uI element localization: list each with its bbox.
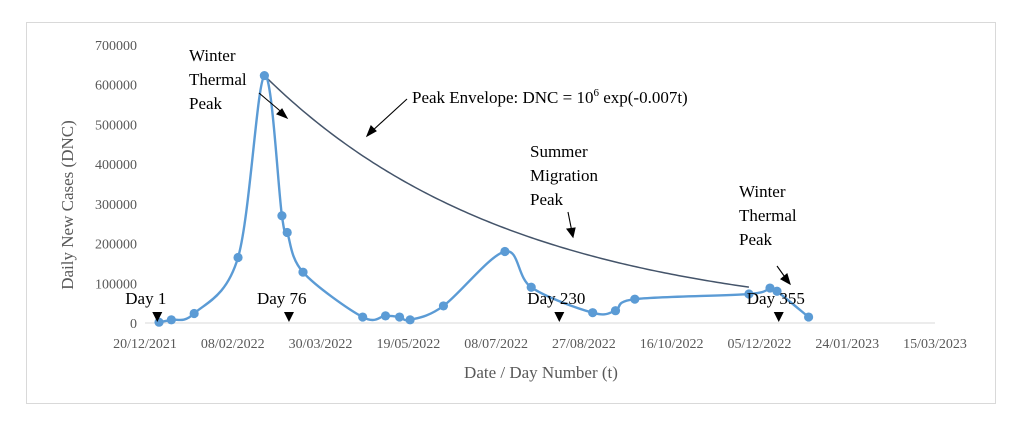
- day-marker-label: Day 1: [125, 289, 166, 308]
- chart-svg: 0 100000 200000 300000 400000 500000 600000 700…: [58, 39, 967, 382]
- x-tick-label: 30/03/2022: [289, 337, 353, 352]
- data-point: [380, 311, 391, 321]
- day-marker-label: Day 230: [527, 289, 585, 308]
- envelope-arrowhead: [365, 125, 377, 138]
- envelope-label: Peak Envelope: DNC = 106 exp(-0.007t): [412, 87, 688, 107]
- y-tick-labels: 0 100000 200000 300000 400000 500000 600000 700…: [95, 39, 137, 332]
- x-tick-label: 16/10/2022: [640, 337, 704, 352]
- y-tick-label: 600000: [95, 79, 137, 94]
- envelope-arrow: [370, 98, 408, 133]
- peak-envelope-line: [263, 75, 750, 288]
- x-tick-label: 15/03/2023: [903, 337, 967, 352]
- x-tick-label: 08/07/2022: [464, 337, 528, 352]
- chart-frame: 0 100000 200000 300000 400000 500000 600000 700…: [26, 22, 996, 404]
- data-point: [277, 211, 287, 221]
- data-point: [438, 301, 449, 311]
- data-point: [282, 227, 292, 238]
- data-point: [744, 289, 754, 299]
- data-point: [804, 312, 814, 322]
- data-point: [526, 282, 536, 292]
- data-point: [259, 70, 269, 81]
- x-tick-label: 20/12/2021: [113, 337, 177, 352]
- data-point: [772, 286, 782, 296]
- y-tick-label: 100000: [95, 277, 137, 292]
- x-tick-label: 19/05/2022: [376, 337, 440, 352]
- day-marker-triangle: [152, 312, 163, 322]
- day-marker-label: Day 355: [747, 289, 805, 308]
- data-point: [166, 315, 176, 325]
- data-point: [189, 308, 199, 319]
- x-tick-label: 24/01/2023: [815, 337, 879, 352]
- day-marker-label: Day 76: [257, 289, 307, 308]
- x-axis-title: Date / Day Number (t): [464, 363, 618, 382]
- summer-peak-arrowhead: [565, 227, 576, 239]
- y-tick-label: 700000: [95, 39, 137, 54]
- data-point: [358, 312, 368, 322]
- data-point: [405, 315, 415, 325]
- annotation-arrows: [258, 92, 791, 286]
- data-point: [630, 294, 640, 304]
- x-tick-label: 27/08/2022: [552, 337, 616, 352]
- day-marker-triangle: [554, 312, 565, 322]
- y-tick-label: 0: [130, 317, 137, 332]
- winter-peak-2-arrowhead: [780, 273, 791, 286]
- winter-peak-1-arrowhead: [276, 108, 289, 120]
- y-axis-title: Daily New Cases (DNC): [58, 120, 77, 290]
- y-tick-label: 200000: [95, 238, 137, 253]
- daily-cases-points: [154, 70, 814, 327]
- day-marker-triangle: [283, 312, 294, 322]
- x-tick-labels: 20/12/2021 08/02/2022 30/03/2022 19/05/2022…: [113, 337, 967, 352]
- data-point: [765, 283, 775, 293]
- winter-peak-1-label: Winter Thermal Peak: [189, 46, 251, 113]
- winter-peak-2-label: Winter Thermal Peak: [739, 182, 801, 249]
- daily-cases-line: [158, 74, 810, 324]
- day-marker-triangle: [773, 312, 784, 322]
- y-tick-label: 300000: [95, 198, 137, 213]
- y-tick-label: 500000: [95, 118, 137, 133]
- summer-peak-label: Summer Migration Peak: [530, 142, 602, 209]
- x-tick-label: 08/02/2022: [201, 337, 265, 352]
- x-tick-label: 05/12/2022: [728, 337, 792, 352]
- data-point: [500, 246, 510, 257]
- y-tick-label: 400000: [95, 158, 137, 173]
- data-point: [298, 267, 308, 277]
- data-point: [233, 252, 243, 263]
- data-point: [394, 312, 405, 322]
- data-point: [588, 308, 598, 318]
- day-markers: Day 1 Day 76 Day 230 Day 355: [125, 289, 805, 322]
- data-point: [610, 306, 621, 316]
